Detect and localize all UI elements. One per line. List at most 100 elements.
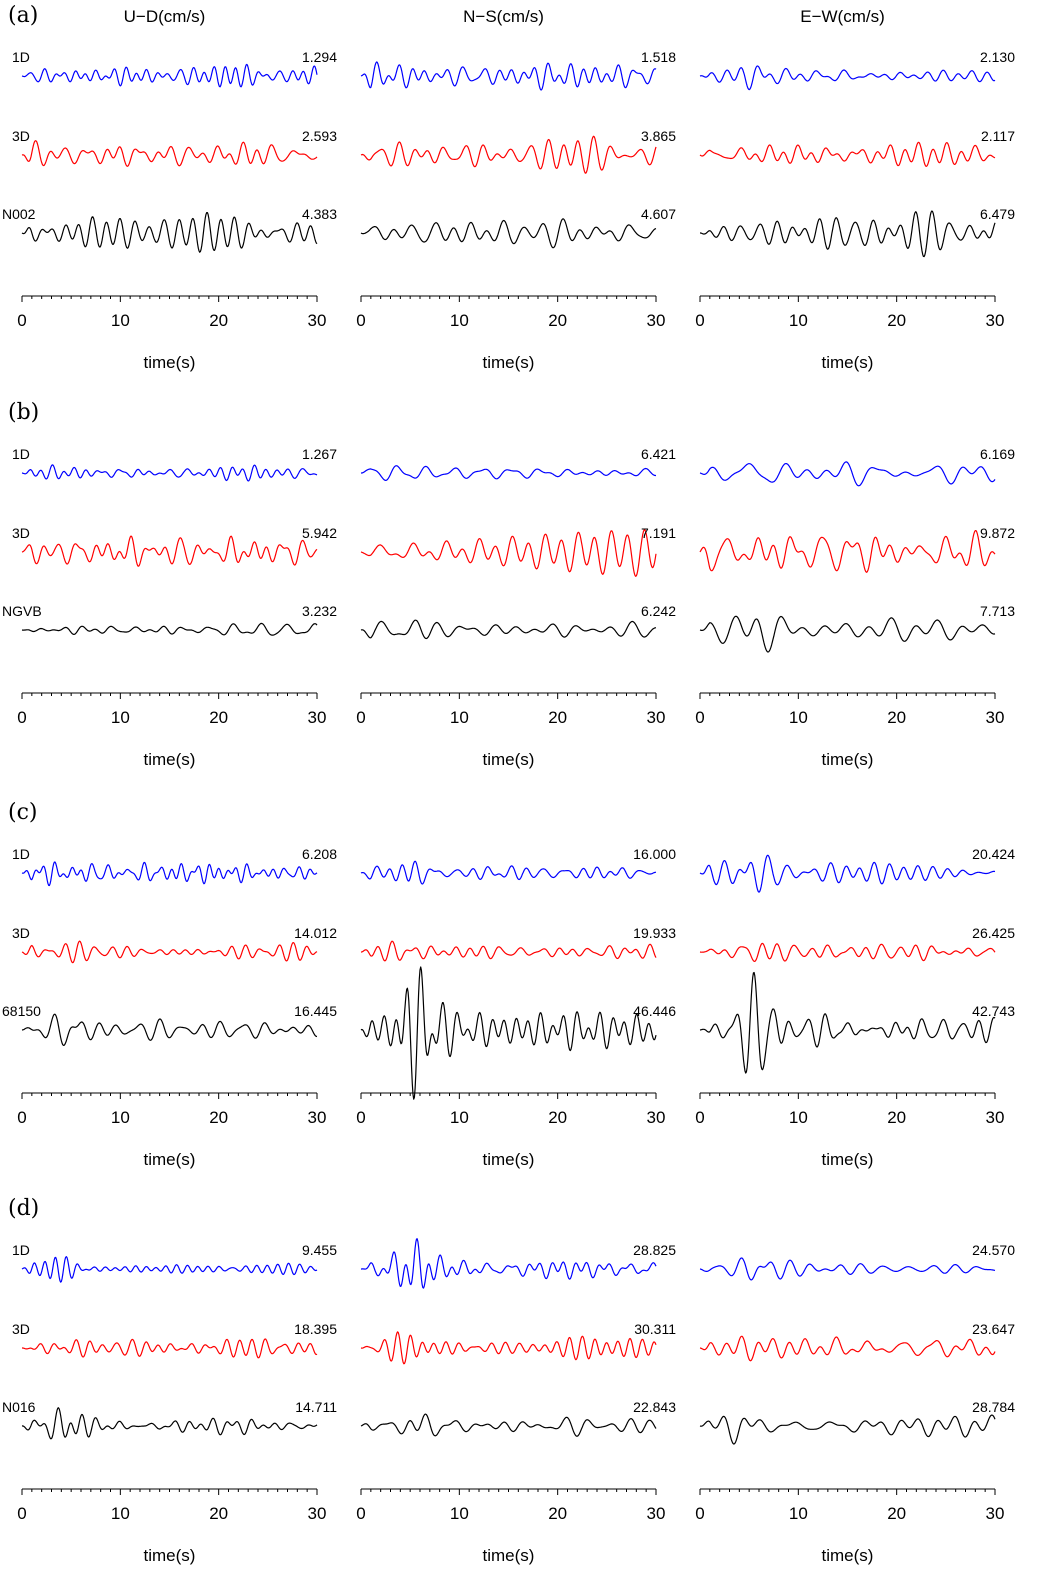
waveform-trace [21, 63, 318, 88]
x-tick-label: 0 [17, 311, 26, 330]
trace-row-label: 1D [12, 846, 30, 862]
peak-amplitude-label: 28.784 [972, 1399, 1015, 1415]
waveform-trace [699, 854, 996, 893]
x-tick-label: 20 [548, 1504, 567, 1523]
trace-row-label: 1D [12, 1242, 30, 1258]
waveform-trace [699, 530, 996, 573]
peak-amplitude-label: 9.455 [302, 1242, 337, 1258]
x-tick-label: 20 [887, 708, 906, 727]
x-axis-title: time(s) [144, 750, 196, 769]
peak-amplitude-label: 30.311 [634, 1321, 676, 1337]
peak-amplitude-label: 2.117 [981, 128, 1015, 144]
x-axis-title: time(s) [822, 750, 874, 769]
x-axis-title: time(s) [483, 1150, 535, 1169]
column-header: E−W(cm/s) [800, 7, 885, 26]
x-tick-label: 0 [695, 708, 704, 727]
trace-row-label: 3D [12, 128, 30, 144]
peak-amplitude-label: 20.424 [972, 846, 1015, 862]
waveform-trace [361, 940, 657, 962]
x-tick-label: 20 [887, 1504, 906, 1523]
trace-row-label: 3D [12, 525, 30, 541]
waveform-trace [699, 1257, 996, 1281]
peak-amplitude-label: 1.267 [302, 446, 337, 462]
x-axis-title: time(s) [144, 1546, 196, 1565]
x-tick-label: 30 [986, 311, 1005, 330]
x-tick-label: 0 [356, 1504, 365, 1523]
x-tick-label: 20 [887, 1108, 906, 1127]
peak-amplitude-label: 24.570 [972, 1242, 1015, 1258]
x-axis-title: time(s) [483, 353, 535, 372]
x-tick-label: 0 [356, 708, 365, 727]
peak-amplitude-label: 7.191 [641, 525, 676, 541]
waveform-trace [21, 940, 318, 964]
x-tick-label: 0 [695, 1108, 704, 1127]
waveform-trace [361, 1238, 657, 1289]
waveform-trace [21, 622, 318, 636]
x-tick-label: 10 [450, 1504, 469, 1523]
x-axis-title: time(s) [483, 1546, 535, 1565]
waveform-trace [21, 1013, 318, 1046]
x-tick-label: 0 [356, 1108, 365, 1127]
waveform-trace [21, 1256, 318, 1283]
peak-amplitude-label: 6.421 [641, 446, 676, 462]
peak-amplitude-label: 3.232 [302, 603, 337, 619]
x-tick-label: 0 [17, 1504, 26, 1523]
x-axis-title: time(s) [822, 353, 874, 372]
x-tick-label: 30 [308, 708, 327, 727]
panel-label: (d) [8, 1196, 39, 1221]
x-axis-title: time(s) [144, 1150, 196, 1169]
waveform-trace [699, 971, 996, 1074]
x-tick-label: 0 [695, 311, 704, 330]
x-tick-label: 10 [789, 1108, 808, 1127]
peak-amplitude-label: 5.942 [302, 525, 337, 541]
waveform-trace [699, 615, 996, 653]
trace-row-label: 3D [12, 925, 30, 941]
waveform-trace [699, 1335, 996, 1362]
peak-amplitude-label: 18.395 [294, 1321, 337, 1337]
x-tick-label: 20 [209, 311, 228, 330]
column-header: N−S(cm/s) [463, 7, 544, 26]
waveform-trace [360, 1413, 657, 1437]
x-tick-label: 10 [789, 311, 808, 330]
waveform-trace [361, 465, 656, 481]
peak-amplitude-label: 46.446 [633, 1003, 676, 1019]
x-tick-label: 0 [17, 1108, 26, 1127]
x-tick-label: 20 [548, 1108, 567, 1127]
trace-row-label: 3D [12, 1321, 30, 1337]
waveform-trace [360, 619, 657, 640]
x-tick-label: 30 [308, 1108, 327, 1127]
trace-row-label: N002 [2, 206, 36, 222]
peak-amplitude-label: 7.713 [980, 603, 1015, 619]
x-tick-label: 10 [450, 708, 469, 727]
peak-amplitude-label: 4.383 [302, 206, 337, 222]
x-tick-label: 10 [789, 1504, 808, 1523]
x-tick-label: 20 [209, 1504, 228, 1523]
x-tick-label: 30 [308, 1504, 327, 1523]
x-tick-label: 30 [647, 1504, 666, 1523]
x-tick-label: 10 [111, 311, 130, 330]
x-tick-label: 30 [986, 1504, 1005, 1523]
waveform-trace [360, 966, 657, 1100]
waveform-trace [21, 535, 318, 567]
trace-row-label: N016 [2, 1399, 36, 1415]
waveform-trace [700, 210, 996, 258]
column-header: U−D(cm/s) [124, 7, 206, 26]
peak-amplitude-label: 42.743 [972, 1003, 1015, 1019]
waveform-trace [360, 61, 657, 91]
waveform-trace [360, 860, 657, 885]
x-tick-label: 0 [17, 708, 26, 727]
peak-amplitude-label: 2.130 [980, 49, 1015, 65]
peak-amplitude-label: 6.479 [980, 206, 1015, 222]
waveform-trace [22, 1338, 318, 1359]
x-tick-label: 10 [111, 1504, 130, 1523]
x-tick-label: 10 [789, 708, 808, 727]
x-tick-label: 20 [548, 311, 567, 330]
peak-amplitude-label: 6.208 [302, 846, 337, 862]
x-tick-label: 20 [209, 708, 228, 727]
peak-amplitude-label: 4.607 [641, 206, 676, 222]
trace-row-label: NGVB [2, 603, 42, 619]
waveform-trace [21, 140, 318, 167]
x-tick-label: 0 [356, 311, 365, 330]
peak-amplitude-label: 1.294 [302, 49, 337, 65]
panel-label: (b) [8, 400, 39, 425]
